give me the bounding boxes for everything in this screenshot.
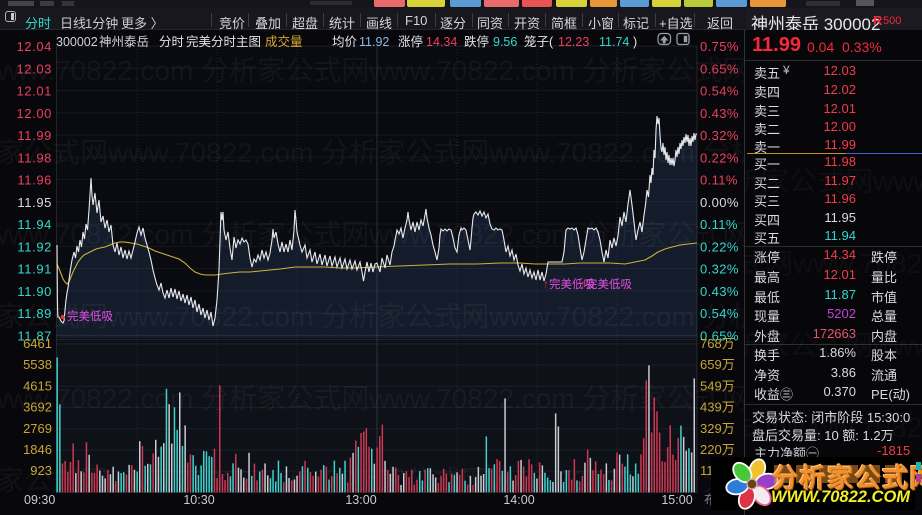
svg-text:13:00: 13:00 [345,493,376,507]
svg-text:11.92: 11.92 [359,35,389,49]
svg-text:549万: 549万 [700,378,735,393]
svg-text:659万: 659万 [700,357,735,372]
svg-text:12.23: 12.23 [558,35,589,49]
svg-text:329万: 329万 [700,421,735,436]
svg-text:14.34: 14.34 [426,35,457,49]
svg-text:15:00: 15:00 [661,493,692,507]
svg-text:完美低吸: 完美低吸 [586,277,632,291]
svg-text:0.54%: 0.54% [700,306,739,321]
svg-text:0.22%: 0.22% [700,150,739,165]
svg-text:): ) [633,35,637,49]
svg-text:09:30: 09:30 [24,493,55,507]
svg-text:0.43%: 0.43% [700,106,739,121]
svg-text:768万: 768万 [700,336,735,351]
svg-text:11.90: 11.90 [17,284,52,299]
svg-text:0.65%: 0.65% [700,61,739,76]
svg-text:439万: 439万 [700,400,735,415]
svg-text:5538: 5538 [23,357,52,372]
svg-text:4615: 4615 [23,378,52,393]
svg-text:神州泰岳: 神州泰岳 [99,35,149,49]
svg-text:11.96: 11.96 [17,173,52,188]
svg-text:12.03: 12.03 [16,61,52,76]
svg-text:分析家公式网www.70822.com 分析家公式网www: 分析家公式网www.70822.com 分析家公式网www.70822.com … [0,383,746,414]
svg-text:完美低吸: 完美低吸 [67,309,113,323]
svg-text:0.54%: 0.54% [700,84,739,99]
svg-text:11.94: 11.94 [17,217,52,232]
svg-text:0.22%: 0.22% [700,239,739,254]
svg-text:0.00%: 0.00% [700,195,739,210]
svg-text:成交量: 成交量 [265,34,303,49]
svg-text:↑: ↑ [543,277,549,291]
svg-text:9.56: 9.56 [493,35,517,49]
svg-text:2769: 2769 [23,421,52,436]
svg-text:3692: 3692 [23,400,52,415]
svg-text:0.65%: 0.65% [700,328,739,343]
svg-text:1846: 1846 [23,442,52,457]
svg-text:10:30: 10:30 [183,493,214,507]
svg-text:均价: 均价 [332,35,358,49]
svg-text:0.32%: 0.32% [700,262,739,277]
svg-text:923: 923 [30,463,52,478]
svg-text:0.43%: 0.43% [700,284,739,299]
svg-text:涨停: 涨停 [398,34,423,49]
svg-text:12.04: 12.04 [16,39,52,54]
svg-text:11.95: 11.95 [17,195,52,210]
svg-text:11.74: 11.74 [599,35,629,49]
svg-text:0.75%: 0.75% [700,39,739,54]
svg-text:分析家公式网www.70822.com 分析家公式网www: 分析家公式网www.70822.com 分析家公式网www.70822.com … [0,301,746,332]
svg-text:220万: 220万 [700,442,735,457]
svg-text:11.89: 11.89 [17,306,52,321]
svg-text:笼子(: 笼子( [524,34,554,49]
svg-text:0.11%: 0.11% [700,217,738,232]
svg-text:300002: 300002 [56,35,98,49]
svg-text:跌停: 跌停 [464,34,489,49]
svg-text:0.11%: 0.11% [700,173,738,188]
svg-text:11.98: 11.98 [17,150,52,165]
svg-text:12.01: 12.01 [16,84,52,99]
svg-text:分析家公式网www.70822.com 分析家公式网www: 分析家公式网www.70822.com 分析家公式网www.70822.com … [0,465,746,496]
svg-text:11.92: 11.92 [17,239,52,254]
svg-text:0.32%: 0.32% [700,128,739,143]
svg-text:分析家公式网www.70822.com 分析家公式网www: 分析家公式网www.70822.com 分析家公式网www.70822.com … [0,55,746,86]
svg-text:11.99: 11.99 [17,128,52,143]
svg-text:完美低吸: 完美低吸 [549,277,595,291]
svg-text:分析家公式网www.70822.com 分析家公式网www: 分析家公式网www.70822.com 分析家公式网www.70822.com … [0,137,746,168]
svg-text:11.87: 11.87 [17,328,52,343]
svg-text:↑: ↑ [580,277,586,291]
svg-text:6461: 6461 [23,336,52,351]
svg-text:14:00: 14:00 [503,493,534,507]
svg-text:分时: 分时 [159,35,185,49]
svg-text:11.91: 11.91 [17,262,52,277]
svg-text:12.00: 12.00 [16,106,52,121]
svg-text:完美分时主图: 完美分时主图 [186,34,261,49]
